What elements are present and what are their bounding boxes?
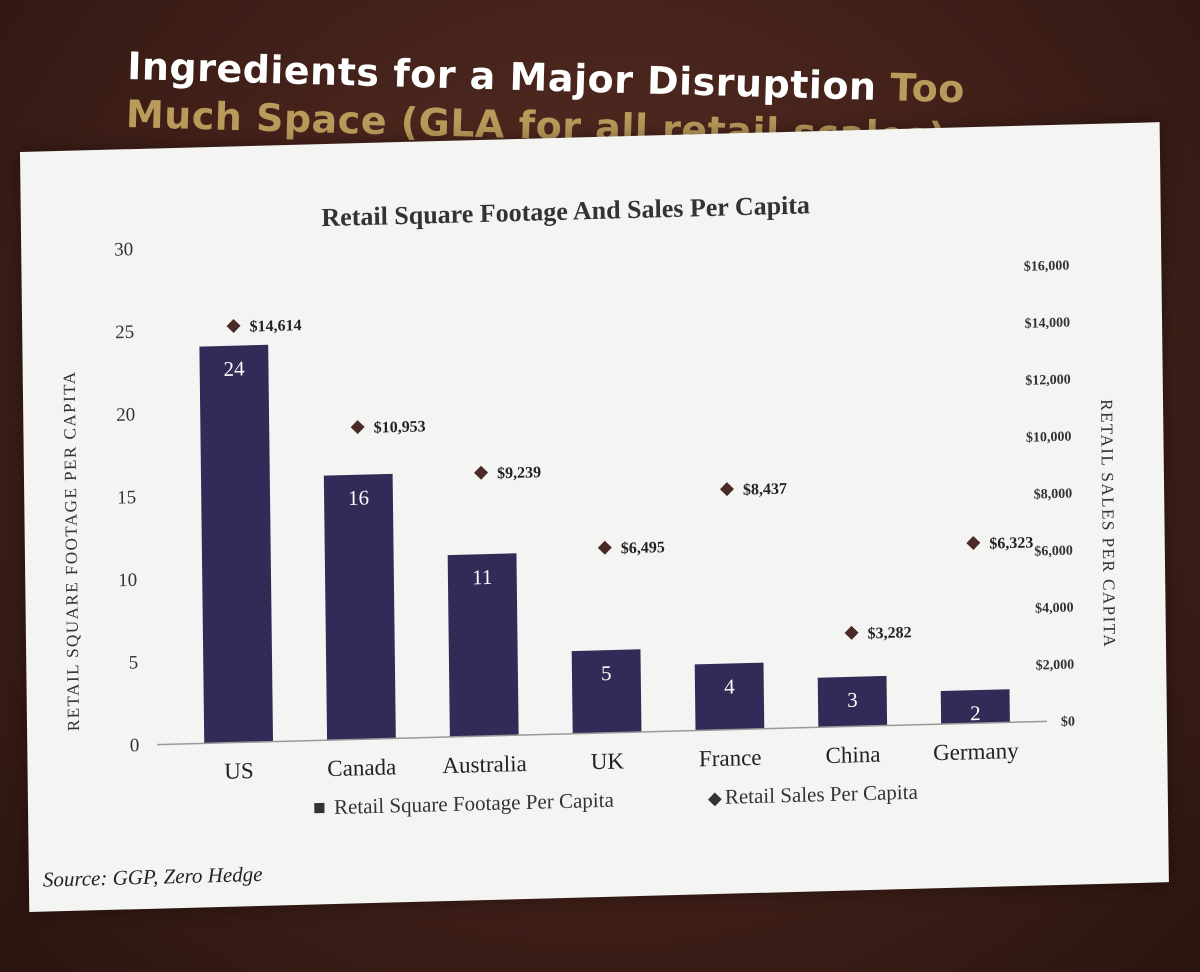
chart-title: Retail Square Footage And Sales Per Capi… — [321, 190, 810, 232]
x-tick-label: US — [224, 758, 254, 784]
legend-marker-label: Retail Sales Per Capita — [725, 780, 919, 809]
bar-value-label: 5 — [601, 661, 612, 685]
y-tick-label: 20 — [116, 404, 135, 425]
marker-china — [844, 625, 859, 640]
y2-tick-label: $12,000 — [1025, 373, 1071, 389]
x-axis: US Canada Australia UK France China Germany — [157, 720, 1047, 784]
y-tick-label: 15 — [117, 487, 136, 508]
marker-value-label: $14,614 — [249, 317, 301, 335]
bar-value-label: 11 — [472, 565, 493, 590]
y-tick-label: 5 — [129, 652, 139, 673]
left-axis-label: RETAIL SQUARE FOOTAGE PER CAPITA — [60, 370, 83, 731]
y2-tick-label: $14,000 — [1024, 316, 1070, 332]
marker-germany — [966, 535, 981, 550]
legend-marker-swatch: ◆ — [708, 788, 722, 808]
x-tick-label: China — [825, 742, 880, 768]
marker-value-label: $3,282 — [867, 624, 911, 642]
marker-value-label: $10,953 — [374, 418, 426, 436]
bar-france — [694, 662, 765, 731]
combo-chart: Retail Square Footage And Sales Per Capi… — [60, 190, 1119, 820]
marker-france — [719, 482, 734, 497]
bar-value-label: 3 — [847, 688, 858, 712]
x-axis-line — [157, 720, 1047, 746]
bar-us — [199, 344, 274, 744]
y2-tick-label: $8,000 — [1034, 487, 1073, 503]
y2-tick-label: $4,000 — [1035, 601, 1074, 617]
marker-value-label: $6,495 — [621, 539, 665, 557]
y-tick-label: 25 — [115, 322, 134, 343]
projected-slide: Retail Square Footage And Sales Per Capi… — [20, 122, 1169, 913]
y2-tick-label: $6,000 — [1034, 544, 1073, 560]
marker-australia — [474, 465, 489, 480]
legend: ■ Retail Square Footage Per Capita ◆ Retail… — [313, 780, 919, 820]
marker-canada — [350, 420, 365, 435]
x-tick-label: Germany — [933, 738, 1019, 765]
bar-series: 24 16 11 5 4 3 2 — [199, 344, 1010, 744]
y-tick-label: 30 — [114, 239, 133, 260]
legend-bar-label: Retail Square Footage Per Capita — [334, 788, 615, 819]
bar-uk — [571, 649, 642, 734]
marker-series: $14,614 $10,953 $9,239 $6,495 $8,437 $3,282 $6… — [226, 317, 1033, 642]
legend-bar-swatch: ■ — [313, 795, 326, 819]
x-tick-label: UK — [591, 748, 625, 774]
marker-value-label: $8,437 — [743, 481, 787, 499]
marker-us — [226, 318, 241, 333]
marker-value-label: $9,239 — [497, 464, 541, 482]
bar-canada — [323, 473, 396, 741]
x-tick-label: Australia — [442, 751, 527, 778]
bar-value-label: 16 — [348, 485, 369, 510]
left-y-axis: 0 5 10 15 20 25 30 — [114, 239, 140, 756]
y2-tick-label: $2,000 — [1036, 658, 1075, 674]
y-tick-label: 0 — [130, 735, 140, 756]
x-tick-label: Canada — [327, 754, 396, 781]
bar-china — [817, 675, 888, 728]
bar-value-label: 24 — [223, 356, 245, 381]
y2-tick-label: $16,000 — [1024, 259, 1070, 275]
marker-uk — [597, 540, 612, 555]
bar-value-label: 4 — [724, 674, 735, 698]
x-tick-label: France — [699, 745, 762, 772]
bar-germany — [940, 689, 1010, 725]
marker-value-label: $6,323 — [989, 534, 1033, 552]
y2-tick-label: $10,000 — [1026, 430, 1072, 446]
right-axis-label: RETAIL SALES PER CAPITA — [1097, 399, 1119, 648]
right-y-axis: $0 $2,000 $4,000 $6,000 $8,000 $10,000 $12,000… — [1024, 259, 1075, 730]
y-tick-label: 10 — [118, 570, 137, 591]
bar-value-label: 2 — [970, 701, 981, 725]
bar-australia — [447, 553, 519, 737]
y2-tick-label: $0 — [1061, 715, 1075, 730]
